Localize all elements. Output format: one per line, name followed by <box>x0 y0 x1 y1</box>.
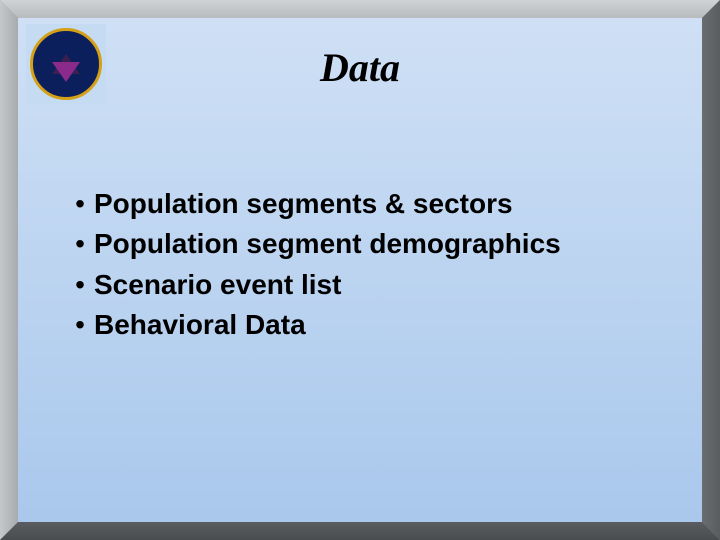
list-item: • Population segment demographics <box>66 226 662 262</box>
bullet-dot-icon: • <box>66 307 94 343</box>
bevel-top <box>0 0 720 18</box>
list-item: • Behavioral Data <box>66 307 662 343</box>
bullet-text: Behavioral Data <box>94 307 306 343</box>
slide-title: Data <box>18 44 702 91</box>
bullet-dot-icon: • <box>66 186 94 222</box>
list-item: • Scenario event list <box>66 267 662 303</box>
bullet-dot-icon: • <box>66 226 94 262</box>
list-item: • Population segments & sectors <box>66 186 662 222</box>
bullet-list: • Population segments & sectors • Popula… <box>66 186 662 348</box>
bullet-text: Population segments & sectors <box>94 186 513 222</box>
slide-body: Data • Population segments & sectors • P… <box>18 18 702 522</box>
bullet-text: Scenario event list <box>94 267 341 303</box>
bevel-bottom <box>0 522 720 540</box>
bullet-text: Population segment demographics <box>94 226 561 262</box>
bevel-right <box>702 0 720 540</box>
slide-frame: Data • Population segments & sectors • P… <box>0 0 720 540</box>
bevel-left <box>0 0 18 540</box>
bullet-dot-icon: • <box>66 267 94 303</box>
